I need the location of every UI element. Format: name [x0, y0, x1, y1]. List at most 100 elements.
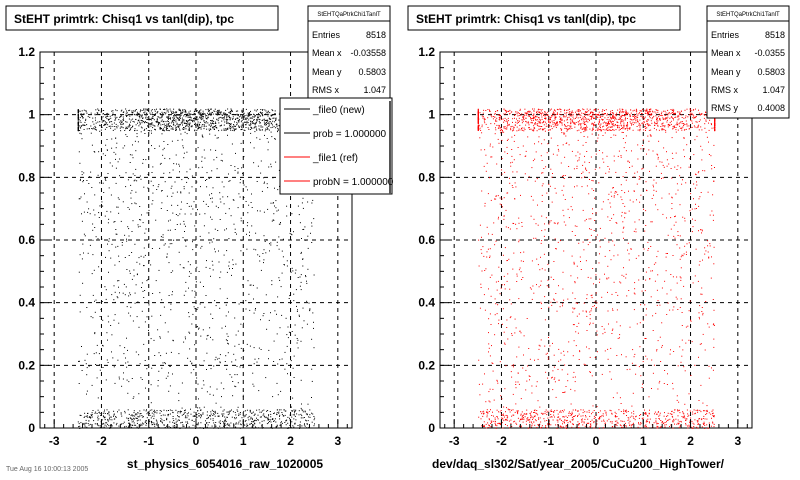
right-point [656, 423, 658, 425]
left-point [208, 124, 210, 126]
left-point [215, 122, 217, 124]
left-point [83, 129, 85, 130]
right-point [583, 128, 585, 130]
left-point [181, 139, 183, 141]
right-point [489, 401, 491, 403]
left-point [185, 415, 187, 417]
left-point [301, 409, 303, 411]
right-point [588, 411, 590, 413]
left-point [175, 111, 177, 113]
left-point [182, 111, 184, 113]
left-point [184, 111, 186, 113]
left-point [81, 110, 83, 112]
left-point [234, 418, 236, 420]
right-point [582, 144, 584, 146]
left-point [207, 116, 209, 118]
left-point [95, 364, 97, 365]
right-point [650, 129, 652, 131]
right-point [531, 385, 533, 387]
left-point [154, 355, 156, 356]
left-point [308, 416, 310, 418]
right-point [588, 118, 590, 120]
right-point [705, 111, 706, 113]
left-point [87, 416, 89, 418]
right-point [545, 112, 547, 114]
left-point [241, 417, 243, 419]
left-point [216, 118, 218, 120]
right-point [620, 282, 622, 284]
right-point [672, 276, 674, 278]
right-point [536, 119, 538, 121]
left-point [266, 120, 268, 122]
right-point [574, 376, 576, 378]
right-point [510, 165, 512, 167]
left-point [220, 382, 222, 384]
left-point [108, 411, 110, 413]
left-point [244, 415, 246, 417]
left-point [232, 199, 234, 201]
left-point [186, 133, 188, 135]
right-point [556, 112, 558, 114]
left-point [142, 222, 144, 224]
left-point [123, 119, 125, 121]
left-point [162, 149, 164, 151]
left-point [171, 410, 173, 411]
right-point [519, 110, 521, 111]
right-point [621, 354, 622, 356]
left-point [145, 410, 147, 412]
left-point [214, 134, 216, 136]
left-point [267, 125, 269, 127]
left-point [168, 118, 169, 120]
left-point [143, 416, 144, 418]
right-point [557, 223, 559, 225]
right-point [602, 129, 604, 131]
right-point [586, 108, 588, 110]
left-point [154, 110, 156, 112]
left-stats-label-1: Mean x [312, 48, 342, 58]
left-point [237, 115, 239, 116]
left-point [189, 124, 191, 126]
left-point [304, 425, 306, 427]
right-point [613, 255, 615, 257]
left-point [214, 412, 216, 413]
left-point [120, 130, 122, 132]
left-point [227, 134, 228, 136]
left-point [196, 118, 197, 120]
left-point [219, 192, 221, 194]
left-point [274, 187, 275, 189]
right-point [708, 326, 710, 328]
right-point [488, 347, 490, 349]
right-point [501, 139, 503, 141]
right-point [514, 117, 515, 119]
left-point [187, 122, 189, 124]
left-point [79, 132, 81, 134]
left-point [114, 119, 116, 121]
left-point [267, 149, 269, 151]
right-point [543, 114, 544, 116]
left-point [145, 108, 147, 110]
left-point [246, 117, 248, 119]
right-point [657, 411, 659, 413]
left-point [177, 411, 179, 412]
left-point [270, 312, 271, 314]
left-point [180, 192, 182, 194]
left-point [217, 230, 219, 231]
right-point [534, 127, 536, 129]
right-point [509, 409, 511, 411]
left-point [97, 108, 99, 110]
left-point [135, 284, 137, 286]
left-point [210, 413, 212, 415]
left-point [179, 264, 181, 266]
left-point [216, 388, 218, 390]
right-point [553, 261, 555, 262]
right-point [666, 151, 667, 153]
left-point [247, 127, 249, 129]
right-point [582, 164, 584, 166]
left-point [260, 125, 262, 127]
left-point [168, 390, 170, 392]
right-point [485, 401, 487, 403]
right-point [651, 388, 652, 389]
right-point [665, 270, 667, 272]
right-point [713, 423, 715, 425]
left-point [234, 412, 236, 413]
